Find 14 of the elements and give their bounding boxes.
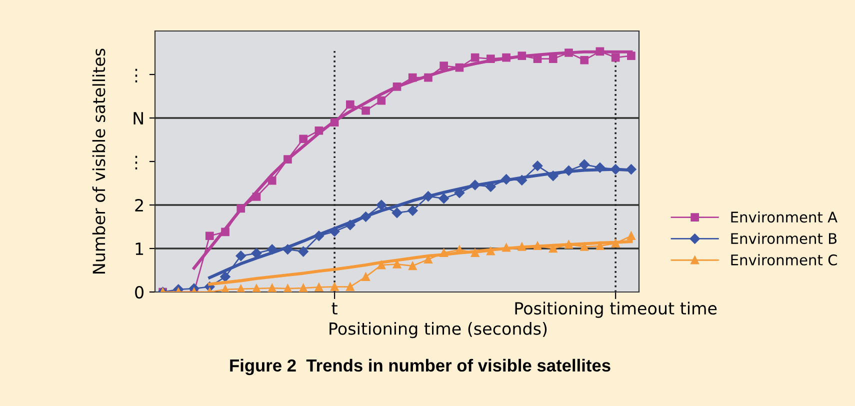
text: Figure 2 Trends in number of visible satellites xyxy=(230,358,610,376)
y-tick-label: 2 xyxy=(135,198,143,212)
y-tick-label: 0 xyxy=(135,286,144,299)
legend-label: Environment B xyxy=(731,232,837,244)
legend-label: Environment C xyxy=(731,254,837,266)
x-axis-title: Positioning time (seconds) xyxy=(330,322,547,338)
x-tick-label: t xyxy=(332,302,338,314)
y-tick-label: ⋮ xyxy=(135,156,138,170)
y-tick-label: 1 xyxy=(136,242,144,255)
y-tick-label: N xyxy=(134,112,143,124)
legend-label: Environment A xyxy=(731,211,838,223)
y-tick-label: ⋮ xyxy=(135,68,138,82)
y-axis-title: Number of visible satellites xyxy=(92,48,106,274)
x-tick-label: Positioning timeout time xyxy=(515,302,717,318)
